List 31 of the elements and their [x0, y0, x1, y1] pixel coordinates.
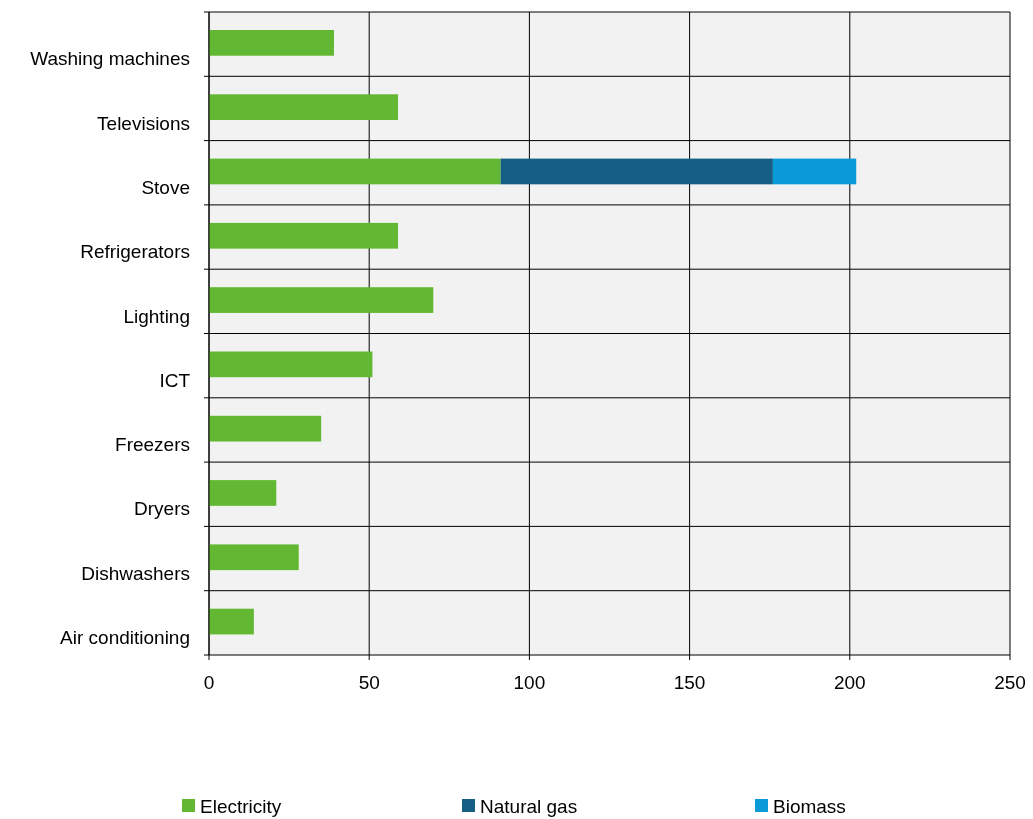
y-tick-label: Lighting: [123, 305, 190, 327]
y-tick-label: ICT: [159, 369, 191, 391]
y-tick-label: Freezers: [115, 434, 190, 456]
bar: [209, 30, 334, 56]
bar: [209, 351, 373, 378]
bar: [500, 158, 773, 185]
bar: [209, 480, 277, 506]
x-tick-label: 250: [994, 672, 1026, 693]
y-tick-label: Stove: [141, 176, 190, 198]
y-tick-label: Refrigerators: [80, 241, 190, 263]
x-tick-label: 50: [358, 672, 380, 693]
y-tick-label: Air conditioning: [60, 627, 190, 649]
bar: [209, 544, 299, 571]
legend-label: Natural gas: [480, 796, 578, 817]
bar: [209, 222, 399, 249]
bar: [772, 158, 857, 185]
x-tick-label: 150: [673, 672, 706, 693]
y-tick-label: Washing machines: [30, 48, 190, 70]
legend-label: Electricity: [200, 796, 282, 817]
x-tick-label: 100: [513, 672, 546, 693]
y-tick-label: Televisions: [97, 112, 190, 134]
bar: [209, 158, 501, 185]
x-tick-label: 200: [833, 672, 866, 693]
bar: [209, 287, 434, 313]
bar: [209, 415, 322, 442]
y-tick-label: Dishwashers: [81, 562, 190, 584]
bar: [209, 94, 399, 121]
bar: [209, 608, 254, 635]
x-tick-label: 0: [203, 672, 215, 693]
legend-label: Biomass: [773, 796, 846, 817]
y-tick-label: Dryers: [134, 498, 190, 520]
